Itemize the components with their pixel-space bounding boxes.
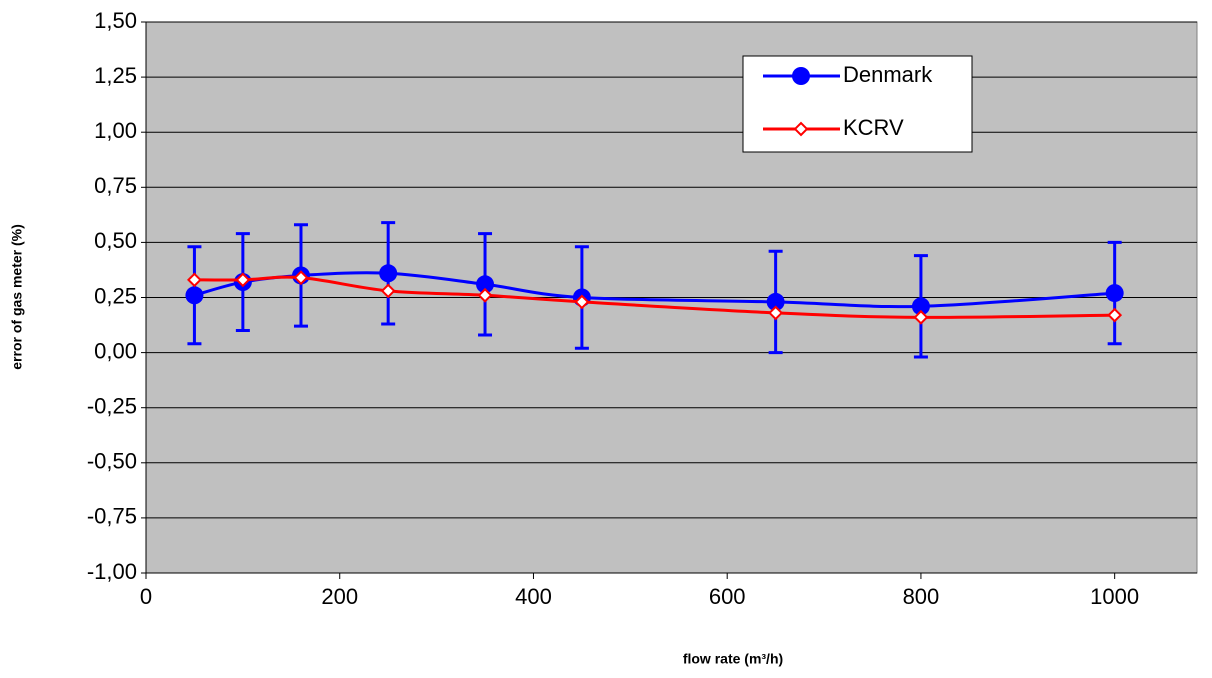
data-point [380,283,396,299]
y-axis-label: error of gas meter (%) [9,224,25,369]
x-tick-label: 1000 [1090,584,1139,609]
x-tick-label: 200 [321,584,358,609]
data-point [766,292,785,311]
y-tick-label: -0,50 [87,449,137,474]
legend-box [742,55,973,153]
data-point [476,275,495,294]
y-tick-label: -1,00 [87,559,137,584]
y-tick-label: -0,75 [87,504,137,529]
x-tick-label: 600 [709,584,746,609]
data-point [185,286,204,305]
data-point [187,272,202,288]
x-tick-label: 800 [903,584,940,609]
data-point [911,297,930,316]
x-tick-label: 0 [140,584,152,609]
y-tick-label: 1,00 [94,118,137,143]
y-tick-label: 1,50 [94,8,137,33]
y-tick-label: 0,00 [94,338,137,363]
data-point [379,264,398,283]
x-tick-label: 400 [515,584,552,609]
data-point [235,272,251,288]
data-point [1107,307,1123,323]
data-point [574,294,590,310]
data-point [1105,284,1124,303]
y-tick-label: 0,75 [94,173,137,198]
legend-marker [792,67,810,85]
data-point [293,270,309,286]
data-point [477,287,493,303]
x-axis-label: flow rate (m³/h) [683,651,783,667]
y-tick-label: 1,25 [94,63,137,88]
y-tick-label: 0,50 [94,228,137,253]
data-point [913,309,929,325]
y-tick-label: 0,25 [94,283,137,308]
legend-label: Denmark [843,62,933,87]
legend-label: KCRV [843,115,904,140]
y-tick-label: -0,25 [87,394,137,419]
legend-marker [793,121,809,137]
data-point [768,305,784,321]
